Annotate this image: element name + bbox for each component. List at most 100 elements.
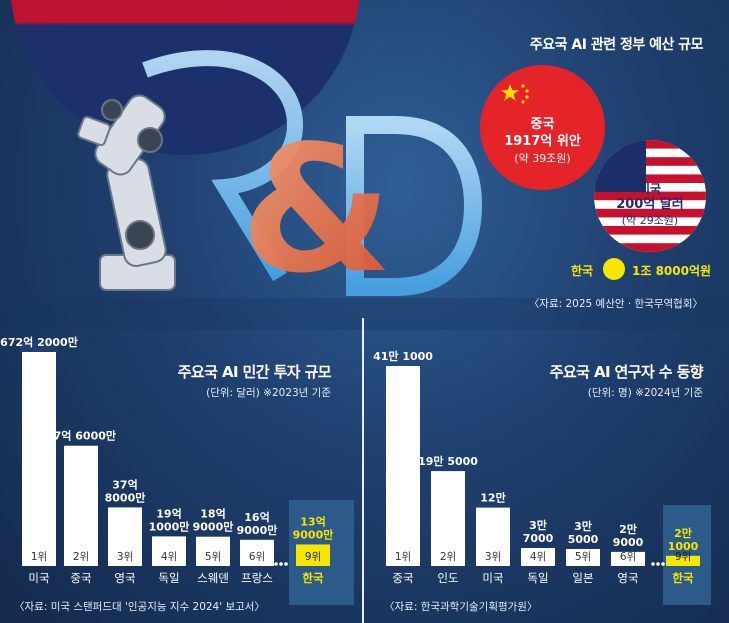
investment-value-label-3-1: 1000만 [149,519,190,533]
china-amount: 1917억 위안 [504,134,581,149]
investment-bar-1 [64,445,98,566]
researcher-value-label-3-1: 7000 [523,532,554,545]
investment-value-label-3-0: 19억 [156,507,181,520]
investment-value-label-6-0: 13억 [300,515,325,528]
investment-category-3: 독일 [158,571,179,585]
researcher-value-label-6-0: 2만 [674,526,692,540]
ampersand-glyph: & [240,109,393,312]
investment-value-label-5-1: 9000만 [237,523,278,537]
researcher-value-label-4-0: 3만 [574,519,592,533]
researcher-rank-5: 6위 [620,550,636,563]
researcher-category-6: 한국 [672,571,694,585]
researcher-ellipsis-dot-2 [661,562,665,566]
investment-rank-2: 3위 [117,550,133,563]
rnd-illustration: & [0,0,729,330]
researcher-ellipsis-dot-1 [656,562,660,566]
usa-name: 미국 [638,182,662,196]
researcher-highlight-panel [663,505,711,605]
china-krw: (약 39조원) [514,152,571,165]
researcher-bar-1 [431,471,465,566]
researcher-value-label-3-0: 3만 [529,518,547,532]
budget-source: 〈자료: 2025 예산안 · 한국무역협회〉 [528,298,703,310]
usa-flag-circle [594,140,706,252]
investment-value-label-0-0: 672억 2000만 [0,335,78,349]
investment-value-label-5-0: 16억 [244,511,269,524]
researcher-value-label-0-0: 41만 1000 [373,349,433,363]
china-budget-text: 중국 1917억 위안 (약 39조원) [480,116,605,167]
investment-source: 〈자료: 미국 스탠퍼드대 '인공지능 지수 2024' 보고서〉 [14,601,265,613]
researcher-bar-0 [386,366,420,566]
investment-bar-6 [296,544,330,566]
investment-value-label-6-1: 9000만 [293,527,334,541]
investment-ellipsis-dot-2 [284,562,288,566]
researcher-value-label-2-0: 12만 [480,491,505,505]
researcher-value-label-1-0: 19만 5000 [418,454,478,468]
investment-value-label-4-1: 9000만 [193,520,234,534]
investment-bar-3 [152,536,186,566]
chart-divider [362,318,364,623]
investment-rank-6: 9위 [305,550,321,563]
investment-chart-title: 주요국 AI 민간 투자 규모 [177,363,332,381]
researcher-rank-6: 9위 [675,550,691,563]
robot-arm-icon [77,94,176,291]
researcher-rank-2: 3위 [485,550,501,563]
investment-value-label-4-0: 18억 [200,508,225,521]
korea-budget-circle [603,258,625,280]
researcher-value-label-4-1: 5000 [568,533,599,546]
researcher-rank-0: 1위 [395,550,411,563]
researcher-rank-3: 4위 [530,550,546,563]
investment-unit-note: (단위: 달러) ※2023년 기준 [206,387,331,399]
usa-krw: (약 29조원) [621,214,679,227]
korea-budget-amount: 1조 8000억원 [632,264,712,278]
letter-r-glyph [142,50,304,282]
researcher-bar-6 [666,555,700,566]
investment-category-2: 영국 [114,571,135,585]
investment-rank-3: 4위 [161,550,177,563]
researcher-category-2: 미국 [482,571,503,585]
investment-rank-5: 6위 [249,550,265,563]
researcher-value-label-5-0: 2만 [619,522,637,536]
investment-bar-2 [108,507,142,566]
researcher-bar-2 [476,507,510,566]
investment-axis-break [20,340,58,352]
researcher-rank-1: 2위 [440,550,456,563]
investment-category-0: 미국 [28,571,49,585]
researcher-category-3: 독일 [527,571,548,585]
usa-amount: 200억 달러 [616,197,684,212]
researcher-category-0: 중국 [392,571,413,585]
researcher-bar-5 [611,551,645,566]
researcher-ellipsis-dot-0 [651,562,655,566]
investment-rank-4: 5위 [205,550,221,563]
usa-budget-text: 미국 200억 달러 (약 29조원) [594,181,706,229]
researcher-bar-4 [566,548,600,566]
korea-budget-name: 한국 [571,264,594,278]
investment-bar-5 [240,539,274,566]
investment-rank-0: 1위 [31,550,47,563]
investment-category-1: 중국 [70,571,91,585]
china-budget-circle [480,65,605,190]
investment-bar-0 [22,352,56,566]
researcher-chart-title: 주요국 AI 연구자 수 동향 [549,363,704,381]
investment-bar-4 [196,536,230,566]
researcher-value-label-5-1: 9000 [613,536,644,549]
investment-category-6: 한국 [302,571,324,585]
researcher-rank-4: 5위 [575,550,591,563]
researcher-category-5: 영국 [617,571,638,585]
researcher-category-1: 인도 [437,571,458,585]
researcher-value-label-6-1: 1000 [668,540,699,553]
investment-category-4: 스웨덴 [197,571,229,585]
letter-d-glyph [346,116,483,296]
investment-value-label-2-1: 8000만 [105,490,146,504]
investment-ellipsis-dot-0 [274,562,278,566]
researcher-source: 〈자료: 한국과학기술기획평가원〉 [384,601,538,613]
investment-rank-1: 2위 [73,550,89,563]
budget-title: 주요국 AI 관련 정부 예산 규모 [529,37,704,53]
investment-value-label-2-0: 37억 [112,478,137,491]
china-name: 중국 [530,117,555,132]
taeguk-emblem [11,0,359,155]
investment-ellipsis-dot-1 [279,562,283,566]
investment-value-label-1-0: 77억 6000만 [46,429,116,443]
researcher-bar-3 [521,547,555,566]
